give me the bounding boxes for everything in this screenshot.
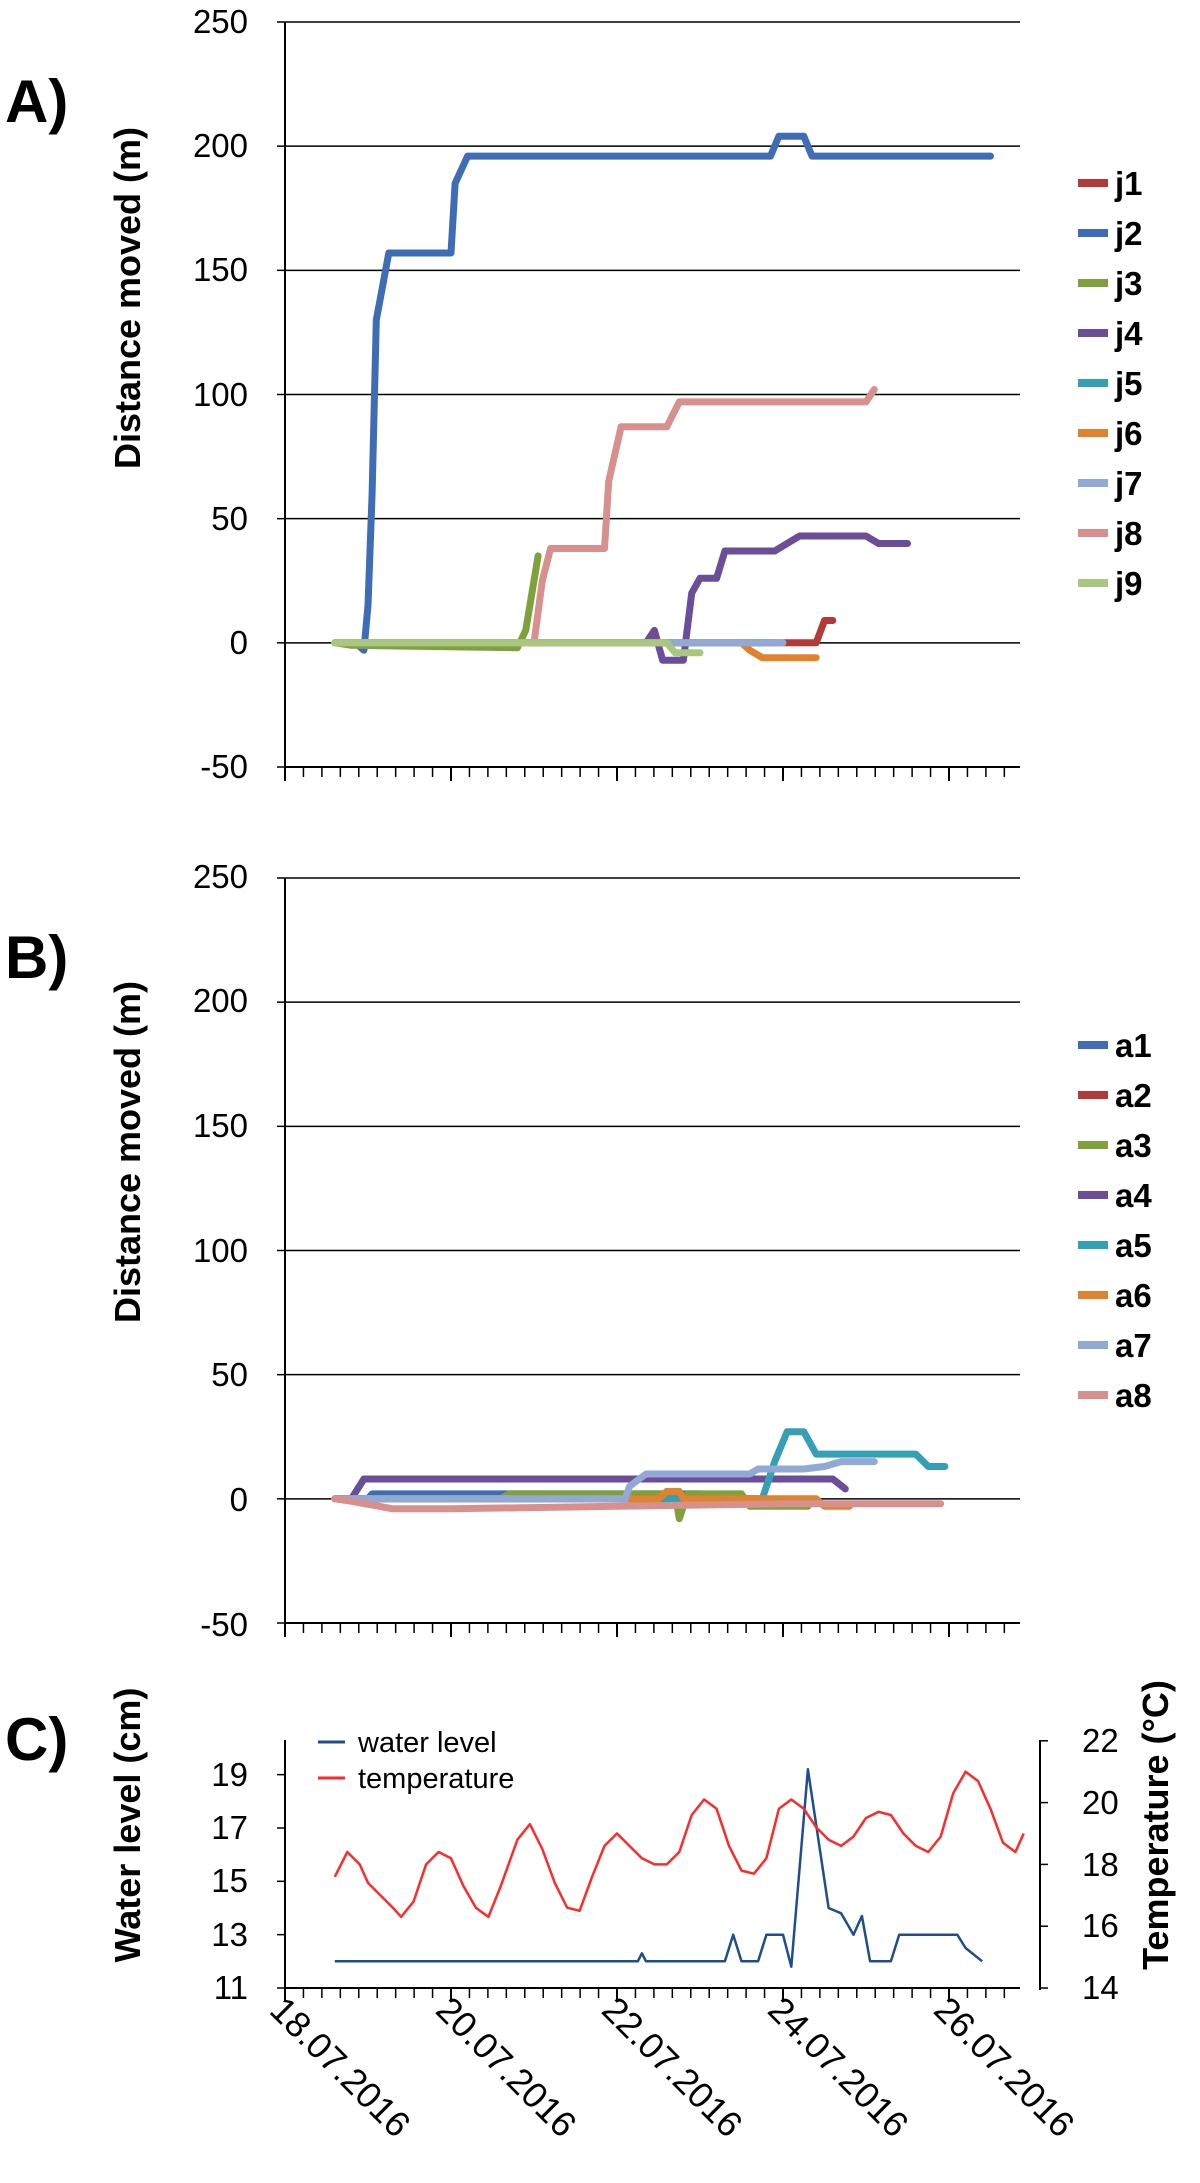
x-date-label: 18.07.2016	[262, 1989, 418, 2145]
panel-c-ytick: 17	[211, 1809, 248, 1846]
legend-label-j2: j2	[1114, 215, 1143, 252]
panel-c-y2label: Temperature (°C)	[1135, 1680, 1176, 1970]
panel-b-ytick: -50	[200, 1606, 248, 1643]
legend-label-a1: a1	[1115, 1027, 1152, 1064]
legend-label-a6: a6	[1115, 1277, 1152, 1314]
panel-c-ytick: 13	[211, 1916, 248, 1953]
legend-label-j7: j7	[1114, 465, 1143, 502]
panel-a-plot	[277, 21, 1020, 781]
series-line-water-level	[334, 1768, 983, 1968]
panel-a: A) Distance moved (m) 250 200 150 100 50…	[5, 3, 1143, 785]
legend-label-j9: j9	[1114, 565, 1143, 602]
series-line-temperature	[333, 1770, 1025, 1919]
panel-c-legend: water level temperature	[318, 1727, 514, 1795]
legend-label-j3: j3	[1114, 265, 1143, 302]
panel-c-y2tick: 22	[1082, 1722, 1119, 1759]
legend-label-temperature: temperature	[358, 1763, 514, 1795]
panel-b: B) Distance moved (m) 250 200 150 100 50…	[5, 858, 1152, 1643]
panel-b-ytick: 0	[230, 1481, 248, 1518]
panel-b-ylabel: Distance moved (m)	[107, 981, 148, 1323]
legend-label-j1: j1	[1114, 165, 1143, 202]
panel-b-label: B)	[5, 924, 68, 991]
panel-a-ytick: -50	[200, 748, 248, 785]
panel-c-ytick: 15	[211, 1862, 248, 1899]
panel-a-ytick: 250	[193, 3, 248, 40]
legend-label-a3: a3	[1115, 1127, 1152, 1164]
series-line-a7	[331, 1458, 878, 1503]
x-date-labels: 18.07.2016 20.07.2016 22.07.2016 24.07.2…	[262, 1989, 1082, 2145]
panel-a-ytick: 0	[230, 624, 248, 661]
panel-a-ytick: 150	[193, 251, 248, 288]
panel-c-y2tick: 18	[1082, 1846, 1119, 1883]
panel-b-ytick: 250	[193, 858, 248, 895]
legend-label-water-level: water level	[357, 1727, 497, 1759]
panel-c-label: C)	[5, 1706, 68, 1773]
panel-a-ylabel: Distance moved (m)	[107, 127, 148, 469]
panel-b-ytick: 100	[193, 1232, 248, 1269]
panel-b-legend: a1 a2 a3 a4 a5 a6 a7 a8	[1078, 1027, 1152, 1414]
panel-c-ytick-labels: 19 17 15 13 11	[211, 1756, 248, 2006]
x-date-label: 26.07.2016	[926, 1989, 1082, 2145]
panel-c-plot	[277, 1740, 1048, 2002]
series-line-j9	[331, 639, 704, 657]
legend-label-j8: j8	[1114, 515, 1143, 552]
panel-a-ytick: 50	[211, 500, 248, 537]
panel-b-ytick: 200	[193, 982, 248, 1019]
x-date-label: 20.07.2016	[428, 1989, 584, 2145]
legend-label-a8: a8	[1115, 1377, 1152, 1414]
series-line-a5	[331, 1428, 949, 1503]
panel-a-legend: j1 j2 j3 j4 j5 j6 j7 j8 j9	[1078, 165, 1143, 602]
legend-label-j6: j6	[1114, 415, 1143, 452]
legend-label-j4: j4	[1114, 315, 1143, 352]
panel-a-label: A)	[5, 68, 68, 135]
panel-a-ytick: 100	[193, 376, 248, 413]
legend-label-j5: j5	[1114, 365, 1143, 402]
x-date-label: 24.07.2016	[760, 1989, 916, 2145]
panel-c: C) Water level (cm) Temperature (°C) 19 …	[5, 1680, 1176, 2145]
panel-b-ytick: 150	[193, 1107, 248, 1144]
panel-c-y2tick: 20	[1082, 1784, 1119, 1821]
panel-b-plot	[277, 877, 1020, 1637]
panel-b-ytick: 50	[211, 1356, 248, 1393]
series-line-j8	[331, 386, 878, 647]
legend-label-a5: a5	[1115, 1227, 1152, 1264]
legend-label-a2: a2	[1115, 1077, 1152, 1114]
panel-c-ytick: 11	[214, 1969, 248, 2006]
panel-c-y2tick: 16	[1082, 1907, 1119, 1944]
x-date-label: 22.07.2016	[594, 1989, 750, 2145]
panel-c-y2tick-labels: 22 20 18 16 14	[1082, 1722, 1119, 2006]
panel-c-ylabel: Water level (cm)	[107, 1688, 148, 1963]
series-line-a8	[331, 1495, 945, 1513]
panel-b-ytick-labels: 250 200 150 100 50 0 -50	[193, 858, 248, 1643]
panel-a-ytick: 200	[193, 127, 248, 164]
series-line-j2	[331, 132, 994, 654]
panel-c-y2tick: 14	[1082, 1969, 1119, 2006]
panel-c-ytick: 19	[211, 1756, 248, 1793]
legend-label-a7: a7	[1115, 1327, 1152, 1364]
panel-a-ytick-labels: 250 200 150 100 50 0 -50	[193, 3, 248, 785]
legend-label-a4: a4	[1115, 1177, 1152, 1214]
